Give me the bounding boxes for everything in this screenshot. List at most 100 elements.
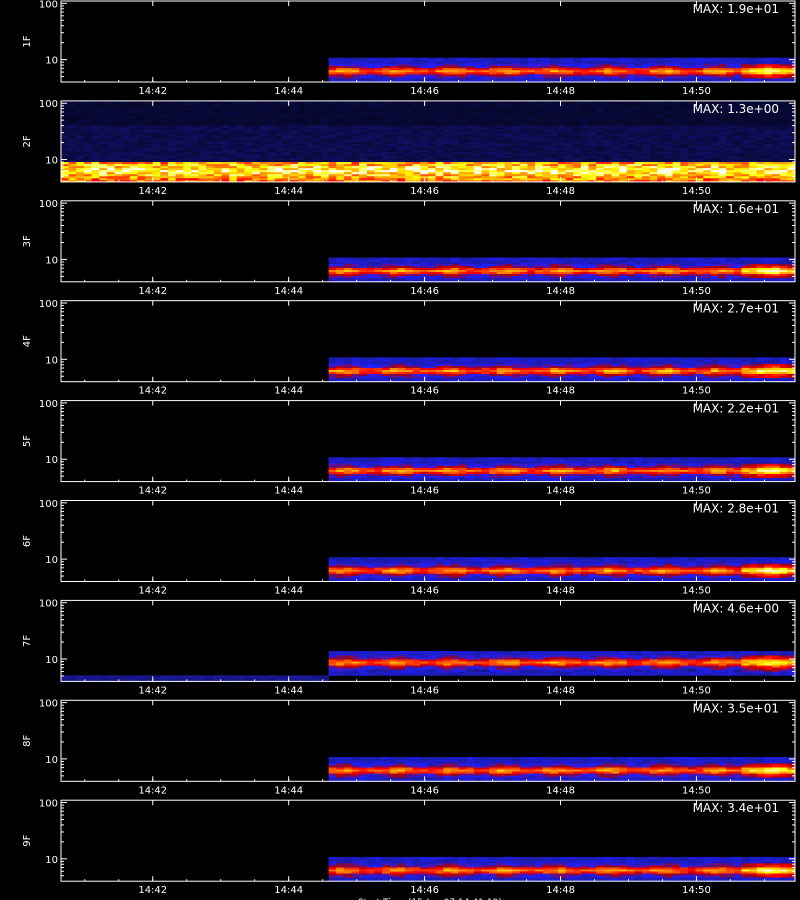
heatmap-cell bbox=[320, 129, 330, 132]
heatmap-cell bbox=[366, 167, 375, 171]
heatmap-cell bbox=[328, 159, 337, 163]
heatmap-cell bbox=[282, 167, 291, 171]
heatmap-cell bbox=[405, 59, 414, 63]
heatmap-cell bbox=[68, 167, 77, 171]
y-tick-label: 100 bbox=[39, 0, 58, 10]
heatmap-cell bbox=[244, 173, 253, 177]
heatmap-cell bbox=[122, 153, 131, 156]
heatmap-cell bbox=[91, 165, 100, 169]
heatmap-cell bbox=[374, 163, 383, 167]
heatmap-cell bbox=[458, 157, 467, 161]
heatmap-cell bbox=[389, 123, 398, 126]
heatmap-cell bbox=[382, 111, 391, 114]
x-tick-label: 14:46 bbox=[410, 86, 439, 97]
heatmap-cell bbox=[236, 133, 245, 136]
heatmap-cell bbox=[428, 61, 437, 65]
heatmap-cell bbox=[557, 63, 567, 67]
heatmap-cell bbox=[145, 129, 154, 132]
heatmap-cell bbox=[695, 79, 704, 83]
heatmap-cell bbox=[343, 65, 352, 69]
heatmap-cell bbox=[450, 175, 459, 179]
heatmap-cell bbox=[382, 137, 391, 140]
heatmap-cell bbox=[435, 104, 444, 108]
heatmap-cell bbox=[275, 165, 284, 169]
heatmap-cell bbox=[290, 177, 299, 181]
heatmap-cell bbox=[221, 135, 230, 138]
heatmap-cell bbox=[328, 157, 337, 161]
heatmap-cell bbox=[328, 59, 337, 63]
heatmap-cell bbox=[175, 159, 184, 163]
heatmap-cell bbox=[756, 73, 765, 77]
heatmap-cell bbox=[106, 157, 115, 161]
heatmap-cell bbox=[634, 59, 643, 63]
heatmap-cell bbox=[359, 100, 368, 104]
heatmap-cell bbox=[168, 145, 177, 148]
heatmap-cell bbox=[420, 73, 429, 77]
heatmap-cell bbox=[665, 75, 674, 79]
heatmap-cell bbox=[779, 65, 788, 69]
heatmap-cell bbox=[420, 171, 429, 175]
heatmap-cell bbox=[305, 147, 314, 150]
heatmap-cell bbox=[137, 155, 146, 158]
heatmap-cell bbox=[160, 104, 169, 108]
heatmap-cell bbox=[114, 137, 123, 140]
heatmap-cell bbox=[213, 123, 222, 126]
heatmap-cell bbox=[198, 129, 207, 132]
heatmap-cell bbox=[756, 69, 765, 73]
heatmap-cell bbox=[282, 141, 291, 144]
heatmap-cell bbox=[267, 119, 276, 122]
heatmap-cell bbox=[336, 67, 345, 71]
heatmap-cell bbox=[359, 121, 368, 124]
heatmap-cell bbox=[343, 113, 352, 116]
heatmap-cell bbox=[405, 127, 414, 130]
heatmap-cell bbox=[481, 79, 490, 83]
heatmap-cell bbox=[236, 129, 245, 132]
x-tick-label: 14:48 bbox=[546, 186, 575, 197]
heatmap-cell bbox=[779, 57, 788, 61]
heatmap-cell bbox=[267, 175, 276, 179]
heatmap-cell bbox=[298, 175, 307, 179]
heatmap-cell bbox=[580, 65, 589, 69]
heatmap-cell bbox=[282, 133, 291, 136]
heatmap-cell bbox=[206, 111, 215, 114]
heatmap-cell bbox=[481, 63, 490, 67]
heatmap-cell bbox=[99, 111, 108, 114]
heatmap-cell bbox=[259, 121, 268, 124]
heatmap-cell bbox=[129, 151, 138, 154]
heatmap-cell bbox=[741, 61, 750, 65]
heatmap-cell bbox=[305, 109, 314, 112]
heatmap-cell bbox=[213, 111, 222, 114]
heatmap-cell bbox=[405, 100, 414, 104]
heatmap-cell bbox=[328, 127, 337, 130]
heatmap-cell bbox=[298, 141, 307, 144]
heatmap-cell bbox=[336, 139, 345, 142]
heatmap-cell bbox=[412, 179, 421, 183]
heatmap-cell bbox=[175, 173, 184, 177]
heatmap-cell bbox=[626, 63, 635, 67]
heatmap-cell bbox=[458, 61, 467, 65]
heatmap-cell bbox=[320, 135, 330, 138]
heatmap-cell bbox=[626, 73, 635, 77]
heatmap-cell bbox=[213, 153, 222, 156]
heatmap-cell bbox=[389, 79, 398, 83]
heatmap-cell bbox=[129, 131, 138, 134]
heatmap-cell bbox=[450, 59, 459, 63]
heatmap-cell bbox=[152, 169, 161, 173]
heatmap-cell bbox=[619, 79, 628, 83]
heatmap-cell bbox=[642, 61, 651, 65]
heatmap-cell bbox=[336, 117, 345, 120]
heatmap-cell bbox=[611, 61, 620, 65]
heatmap-cell bbox=[343, 139, 352, 142]
heatmap-cell bbox=[328, 173, 337, 177]
heatmap-cell bbox=[99, 161, 108, 165]
heatmap-cell bbox=[649, 63, 658, 67]
heatmap-cell bbox=[542, 67, 551, 71]
heatmap-cell bbox=[106, 151, 115, 154]
heatmap-cell bbox=[343, 59, 352, 63]
heatmap-cell bbox=[336, 159, 345, 163]
heatmap-cell bbox=[336, 173, 345, 177]
heatmap-cell bbox=[252, 167, 261, 171]
heatmap-cell bbox=[336, 175, 345, 179]
heatmap-cell bbox=[229, 139, 238, 142]
heatmap-cell bbox=[351, 127, 360, 130]
